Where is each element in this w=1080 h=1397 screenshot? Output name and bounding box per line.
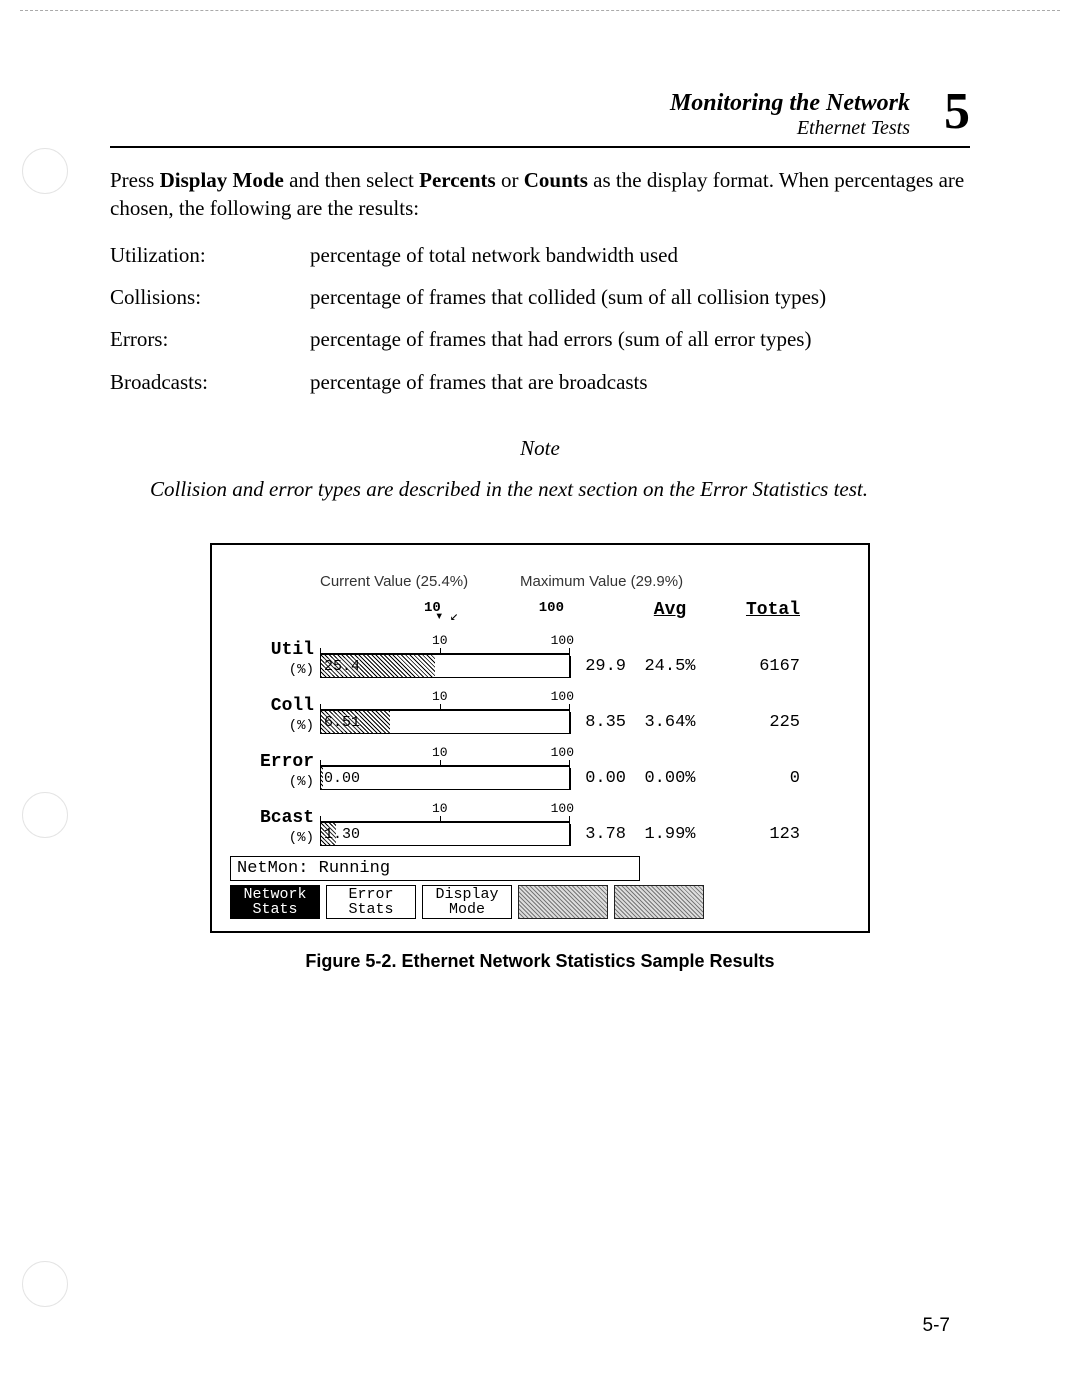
note-heading: Note — [110, 436, 970, 461]
intro-bold-display-mode: Display Mode — [160, 168, 284, 192]
figure-box: Current Value (25.4%) Maximum Value (29.… — [210, 543, 870, 933]
callout-max: Maximum Value (29.9%) — [520, 573, 750, 590]
definition-desc: percentage of total network bandwidth us… — [310, 241, 970, 269]
stat-row-avg: 3.64% — [630, 712, 710, 734]
softkey-blank — [518, 885, 608, 919]
figure-caption: Figure 5-2. Ethernet Network Statistics … — [210, 951, 870, 972]
softkey-display[interactable]: DisplayMode — [422, 885, 512, 919]
scan-artifact-line — [20, 10, 1060, 11]
binder-hole — [22, 1261, 68, 1307]
stat-row-max: 0.00 — [570, 768, 630, 790]
scale-end-top: 100 — [539, 600, 564, 616]
stat-row-label: Error(%) — [230, 753, 320, 791]
stat-row-bar: 101006.51 — [320, 678, 570, 734]
figure-callouts: Current Value (25.4%) Maximum Value (29.… — [230, 573, 850, 590]
stat-row: Util(%)1010025.4▾↙29.924.5%6167 — [230, 622, 850, 678]
stat-row: Bcast(%)101001.303.781.99%123 — [230, 790, 850, 846]
stat-row-avg: 1.99% — [630, 824, 710, 846]
header-rule — [110, 146, 970, 148]
intro-text: or — [496, 168, 524, 192]
header-title: Monitoring the Network — [110, 90, 910, 117]
definition-desc: percentage of frames that had errors (su… — [310, 325, 970, 353]
definition-desc: percentage of frames that collided (sum … — [310, 283, 970, 311]
header-subtitle: Ethernet Tests — [110, 117, 910, 140]
softkey-error[interactable]: ErrorStats — [326, 885, 416, 919]
definition-row: Utilization:percentage of total network … — [110, 241, 970, 269]
definition-desc: percentage of frames that are broadcasts — [310, 368, 970, 396]
col-header-avg: Avg — [630, 600, 710, 620]
stat-row-avg: 24.5% — [630, 656, 710, 678]
definition-term: Utilization: — [110, 241, 310, 269]
intro-bold-counts: Counts — [524, 168, 588, 192]
page: Monitoring the Network Ethernet Tests 5 … — [0, 0, 1080, 1397]
intro-bold-percents: Percents — [419, 168, 496, 192]
page-header: Monitoring the Network Ethernet Tests 5 — [110, 90, 970, 140]
intro-text: Press — [110, 168, 160, 192]
definition-term: Collisions: — [110, 283, 310, 311]
stat-row-max: 29.9 — [570, 656, 630, 678]
softkey-row: NetworkStatsErrorStatsDisplayMode — [230, 885, 850, 919]
stat-row-label: Bcast(%) — [230, 809, 320, 847]
stat-row-max: 8.35 — [570, 712, 630, 734]
definition-row: Collisions:percentage of frames that col… — [110, 283, 970, 311]
softkey-network[interactable]: NetworkStats — [230, 885, 320, 919]
stat-row-total: 225 — [710, 712, 800, 734]
definition-term: Errors: — [110, 325, 310, 353]
stat-column-headers: 10 100 Avg Total — [230, 600, 850, 620]
figure-wrap: Current Value (25.4%) Maximum Value (29.… — [210, 543, 870, 972]
page-number: 5-7 — [923, 1315, 950, 1337]
callout-current: Current Value (25.4%) — [320, 573, 520, 590]
stat-row-total: 6167 — [710, 656, 800, 678]
stat-row-total: 123 — [710, 824, 800, 846]
definitions-list: Utilization:percentage of total network … — [110, 241, 970, 396]
binder-hole — [22, 148, 68, 194]
definition-row: Errors:percentage of frames that had err… — [110, 325, 970, 353]
stat-row-max: 3.78 — [570, 824, 630, 846]
note-body: Collision and error types are described … — [150, 475, 930, 503]
stat-row-bar: 101001.30 — [320, 790, 570, 846]
stat-row-label: Coll(%) — [230, 697, 320, 735]
stat-row-bar: 101000.00 — [320, 734, 570, 790]
definition-row: Broadcasts:percentage of frames that are… — [110, 368, 970, 396]
stat-row-label: Util(%) — [230, 641, 320, 679]
stat-row-avg: 0.00% — [630, 768, 710, 790]
definition-term: Broadcasts: — [110, 368, 310, 396]
stat-area: 10 100 Avg Total Util(%)1010025.4▾↙29.92… — [230, 600, 850, 846]
binder-hole — [22, 792, 68, 838]
stat-row-bar: 1010025.4▾↙ — [320, 622, 570, 678]
status-line: NetMon: Running — [230, 856, 640, 881]
stat-row: Error(%)101000.000.000.00%0 — [230, 734, 850, 790]
intro-paragraph: Press Display Mode and then select Perce… — [110, 166, 970, 223]
col-header-total: Total — [710, 600, 800, 620]
intro-text: and then select — [284, 168, 419, 192]
chapter-number: 5 — [944, 82, 970, 141]
stat-row: Coll(%)101006.518.353.64%225 — [230, 678, 850, 734]
stat-row-total: 0 — [710, 768, 800, 790]
softkey-blank — [614, 885, 704, 919]
